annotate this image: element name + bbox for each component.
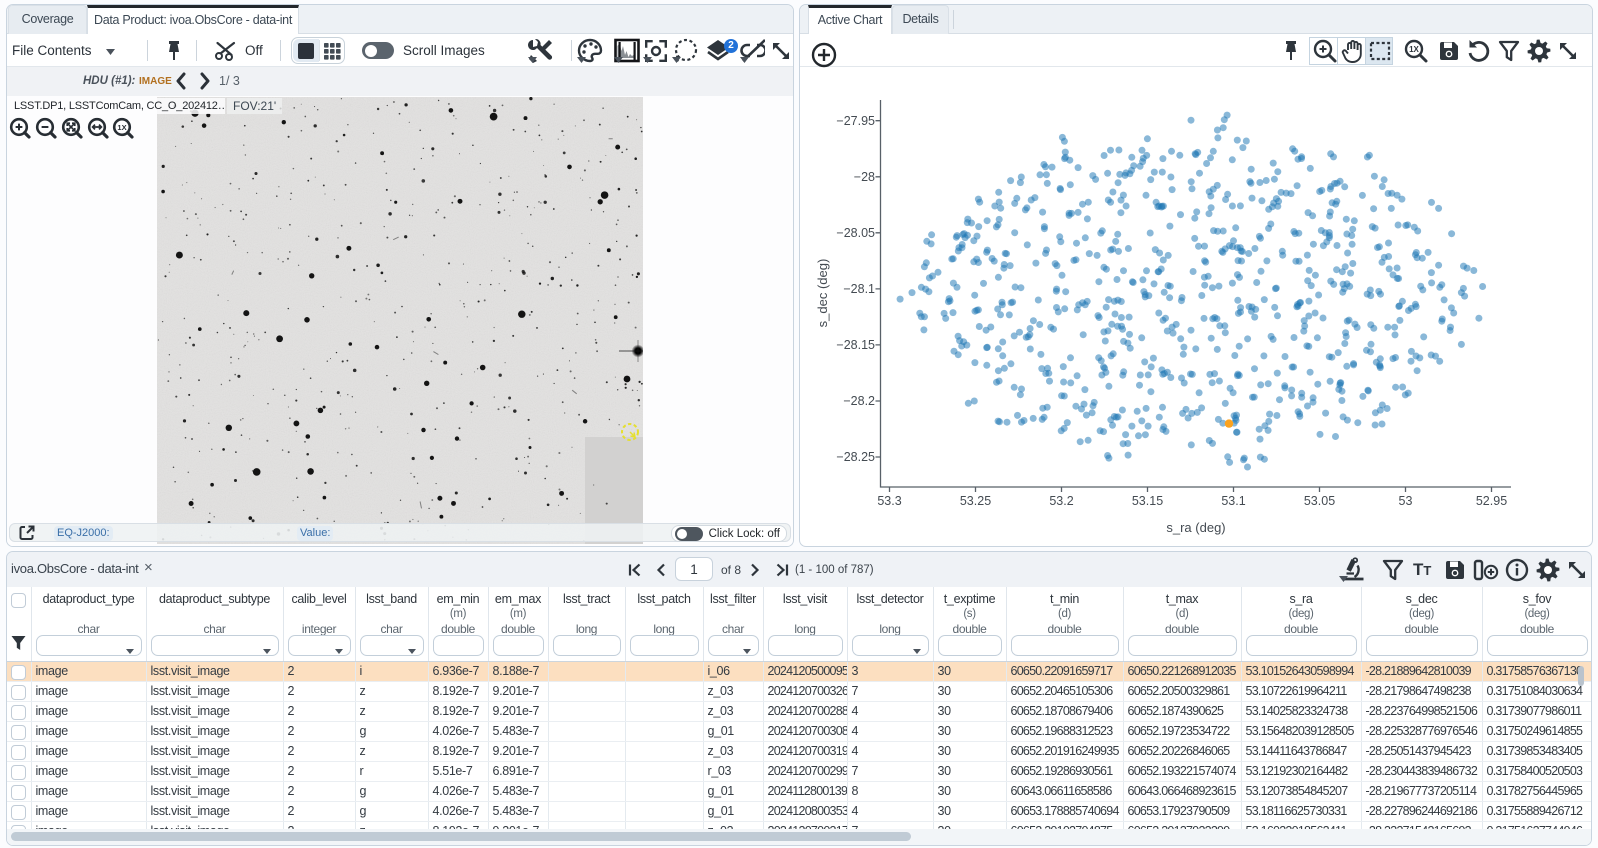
svg-text:−28.1: −28.1 [843, 282, 875, 296]
svg-text:52.95: 52.95 [1476, 494, 1507, 508]
svg-text:53.25: 53.25 [960, 494, 991, 508]
svg-text:s_ra (deg): s_ra (deg) [1166, 520, 1225, 535]
svg-text:53.1: 53.1 [1221, 494, 1245, 508]
svg-text:−27.95: −27.95 [836, 114, 875, 128]
svg-text:53.15: 53.15 [1132, 494, 1163, 508]
svg-text:53.3: 53.3 [877, 494, 901, 508]
svg-text:s_dec (deg): s_dec (deg) [815, 259, 830, 328]
svg-text:−28: −28 [854, 170, 875, 184]
svg-text:53.2: 53.2 [1049, 494, 1073, 508]
svg-text:−28.2: −28.2 [843, 394, 875, 408]
svg-text:53.05: 53.05 [1304, 494, 1335, 508]
svg-text:−28.25: −28.25 [836, 450, 875, 464]
svg-text:1X: 1X [117, 123, 126, 132]
svg-text:−28.15: −28.15 [836, 338, 875, 352]
svg-text:1X: 1X [1409, 45, 1419, 54]
svg-text:−28.05: −28.05 [836, 226, 875, 240]
svg-text:53: 53 [1399, 494, 1413, 508]
